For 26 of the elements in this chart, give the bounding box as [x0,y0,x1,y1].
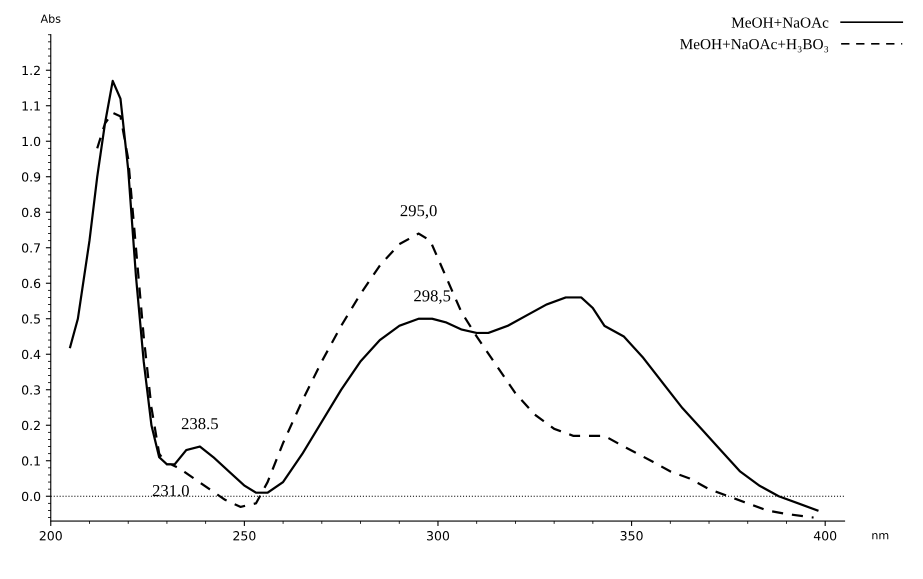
y-tick-label: 1.1 [22,101,40,110]
y-tick-label: 0.3 [22,385,40,395]
x-axis-title: nm [872,533,888,540]
y-tick-label: 0.7 [22,243,40,253]
y-axis-title: Abs [40,14,60,23]
y-tick-label: 0.9 [22,172,40,182]
y-tick-label: 0.6 [22,278,40,288]
annotation: 231.0 [152,484,189,496]
y-tick-label: 0.5 [22,314,40,324]
y-tick-label: 0.4 [22,350,40,360]
y-tick-label: 0.1 [22,456,40,466]
x-tick-label: 200 [40,531,62,540]
x-tick-label: 250 [233,531,256,540]
legend-label: MeOH+NaOAc+H₃BO₃ [680,39,828,52]
y-tick-label: 1.2 [22,66,40,75]
x-tick-label: 400 [814,531,836,540]
y-tick-label: 0.0 [22,492,40,502]
x-tick-label: 300 [427,531,450,540]
legend-label: MeOH+NaOAc [732,17,828,28]
y-tick-label: 0.8 [22,208,40,218]
x-tick-label: 350 [620,531,643,540]
annotation: 238.5 [182,418,218,430]
annotation: 298,5 [414,290,450,304]
y-tick-label: 0.2 [22,420,40,430]
annotation: 295,0 [400,205,437,219]
y-tick-label: 1.0 [22,136,40,146]
